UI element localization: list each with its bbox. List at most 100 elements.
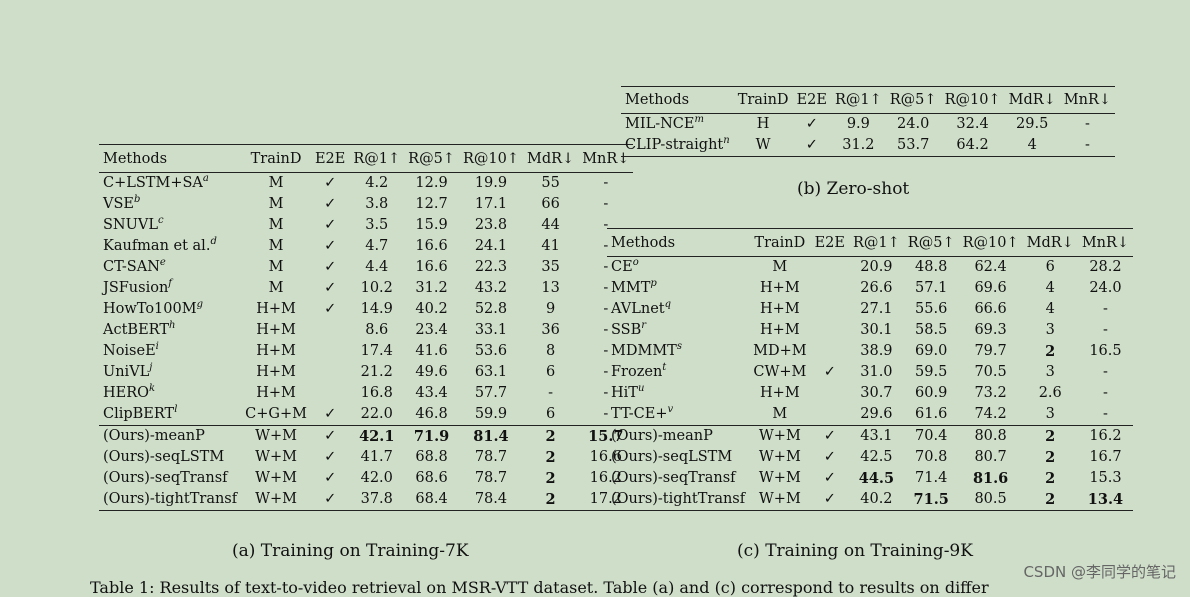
- cell-r5: 60.9: [915, 385, 948, 401]
- cell-r5: 49.6: [415, 364, 448, 380]
- reference-superscript: u: [637, 383, 645, 395]
- method-label: (Ours)-tightTransf: [611, 491, 746, 507]
- cell-r5: 16.6: [415, 259, 448, 275]
- method-row: AVLnetq H+M 27.1 55.6 66.6 4 -: [607, 299, 1133, 320]
- cell-r10: 73.2: [974, 385, 1007, 401]
- cell-mdr: 9: [545, 301, 556, 317]
- cell-traind: H+M: [256, 322, 296, 338]
- cell-e2e: [811, 257, 849, 279]
- cell-r1: 43.1: [849, 425, 904, 447]
- method-row: Frozent CW+M ✓ 31.0 59.5 70.5 3-: [607, 362, 1133, 383]
- column-header: R@1↑: [349, 144, 405, 173]
- reference-superscript: h: [169, 320, 176, 332]
- ours-row: (Ours)-tightTransf W+M ✓ 37.8 68.4 78.4 2 17.2: [99, 489, 634, 511]
- cell-mnr: 16.2: [589, 470, 622, 486]
- cell-mdr: 66: [541, 196, 560, 212]
- reference-superscript: o: [632, 257, 639, 269]
- reference-superscript: d: [210, 236, 217, 248]
- column-header: TrainD: [749, 228, 811, 257]
- method-name: NoiseEi: [99, 341, 241, 362]
- cell-mdr: 2: [545, 470, 556, 487]
- cell-r1: 42.0: [360, 470, 393, 486]
- cell-r5: 70.8: [915, 449, 948, 465]
- method-row: CEo M 20.9 48.8 62.4 6 28.2: [607, 257, 1133, 279]
- cell-e2e: [311, 383, 349, 404]
- cell-r10: 69.6: [974, 280, 1007, 296]
- cell-r1: 29.6: [860, 406, 893, 422]
- cell-traind: W+M: [758, 470, 801, 486]
- cell-r5: 68.8: [415, 449, 448, 465]
- cell-r5: 24.0: [897, 116, 930, 132]
- watermark: CSDN @李同学的笔记: [1023, 563, 1176, 581]
- cell-e2e: ✓: [324, 238, 337, 254]
- method-row: SNUVLc M ✓ 3.5 15.9 23.8 44 -: [99, 215, 633, 236]
- cell-r5: 15.9: [415, 217, 448, 233]
- cell-r1: 42.5: [860, 449, 893, 465]
- cell-mnr: -: [603, 175, 609, 191]
- cell-e2e: [811, 404, 849, 426]
- cell-traind: M: [268, 259, 284, 275]
- cell-traind: W+M: [749, 425, 811, 447]
- cell-r10: 62.4: [974, 259, 1007, 275]
- reference-superscript: p: [650, 278, 657, 290]
- cell-mnr: -: [603, 238, 609, 254]
- cell-r5: 68.6: [415, 470, 448, 486]
- cell-r10: 23.8: [474, 217, 508, 233]
- cell-mdr: 6: [545, 364, 556, 380]
- method-name: (Ours)-seqLSTM: [607, 447, 749, 468]
- cell-traind: M: [268, 175, 284, 191]
- cell-r10: 70.5: [974, 364, 1007, 380]
- cell-r10: 78.7: [474, 449, 508, 465]
- cell-r1: 9.9: [846, 116, 870, 132]
- method-label: CE: [611, 259, 633, 275]
- reference-superscript: v: [667, 404, 674, 416]
- cell-e2e: ✓: [324, 280, 337, 296]
- column-header: MdR↓: [1004, 86, 1060, 114]
- method-name: Kaufman et al.d: [99, 236, 241, 257]
- method-label: (Ours)-seqTransf: [611, 470, 736, 486]
- cell-e2e: ✓: [324, 259, 337, 275]
- method-name: VSEb: [99, 194, 241, 215]
- cell-e2e: ✓: [310, 425, 350, 447]
- cell-e2e: [811, 383, 849, 404]
- method-name: MIL-NCEm: [621, 114, 734, 136]
- reference-superscript: s: [676, 341, 682, 353]
- cell-mnr: -: [603, 280, 609, 296]
- cell-mnr: -: [1059, 135, 1116, 157]
- method-row: UniVLj H+M 21.2 49.6 63.1 6 -: [99, 362, 633, 383]
- cell-r1: 10.2: [360, 280, 393, 296]
- cell-traind: H+M: [760, 385, 800, 401]
- cell-traind: W+M: [749, 489, 811, 511]
- cell-mdr: 3: [1045, 364, 1055, 380]
- method-name: TT-CE+v: [607, 404, 749, 426]
- cell-e2e: ✓: [324, 196, 337, 212]
- cell-r5: 23.4: [415, 322, 448, 338]
- cell-traind: H+M: [256, 343, 296, 359]
- column-header: E2E: [810, 228, 849, 257]
- ours-row: (Ours)-seqTransf W+M ✓ 44.5 71.4 81.6 2 15.3: [607, 468, 1133, 489]
- cell-r10: 32.4: [956, 116, 989, 132]
- cell-mnr: 13.4: [1077, 489, 1134, 511]
- column-header: R@1↑: [849, 228, 904, 257]
- cell-r5: 57.1: [915, 280, 948, 296]
- cell-r5: 58.5: [915, 322, 948, 338]
- method-name: (Ours)-tightTransf: [99, 489, 242, 511]
- cell-mnr: -: [603, 406, 609, 422]
- method-label: Frozen: [611, 364, 663, 380]
- cell-r1: 3.5: [365, 217, 389, 233]
- cell-r1: 40.2: [849, 489, 904, 511]
- column-header: R@10↑: [958, 228, 1023, 257]
- reference-superscript: k: [149, 383, 156, 395]
- cell-traind: W+M: [255, 449, 297, 465]
- cell-mdr: 2: [545, 449, 556, 466]
- method-row: Kaufman et al.d M ✓ 4.7 16.6 24.1 41 -: [99, 236, 633, 257]
- cell-traind: M: [268, 217, 284, 233]
- cell-traind: H+M: [760, 280, 800, 296]
- cell-e2e: ✓: [810, 425, 849, 447]
- cell-r1: 8.6: [365, 322, 389, 338]
- cell-r10: 53.6: [474, 343, 508, 359]
- cell-r1: 20.9: [860, 259, 893, 275]
- method-label: UniVL: [103, 364, 150, 380]
- cell-mnr: -: [1103, 301, 1108, 317]
- cell-mdr: 2: [1045, 470, 1056, 487]
